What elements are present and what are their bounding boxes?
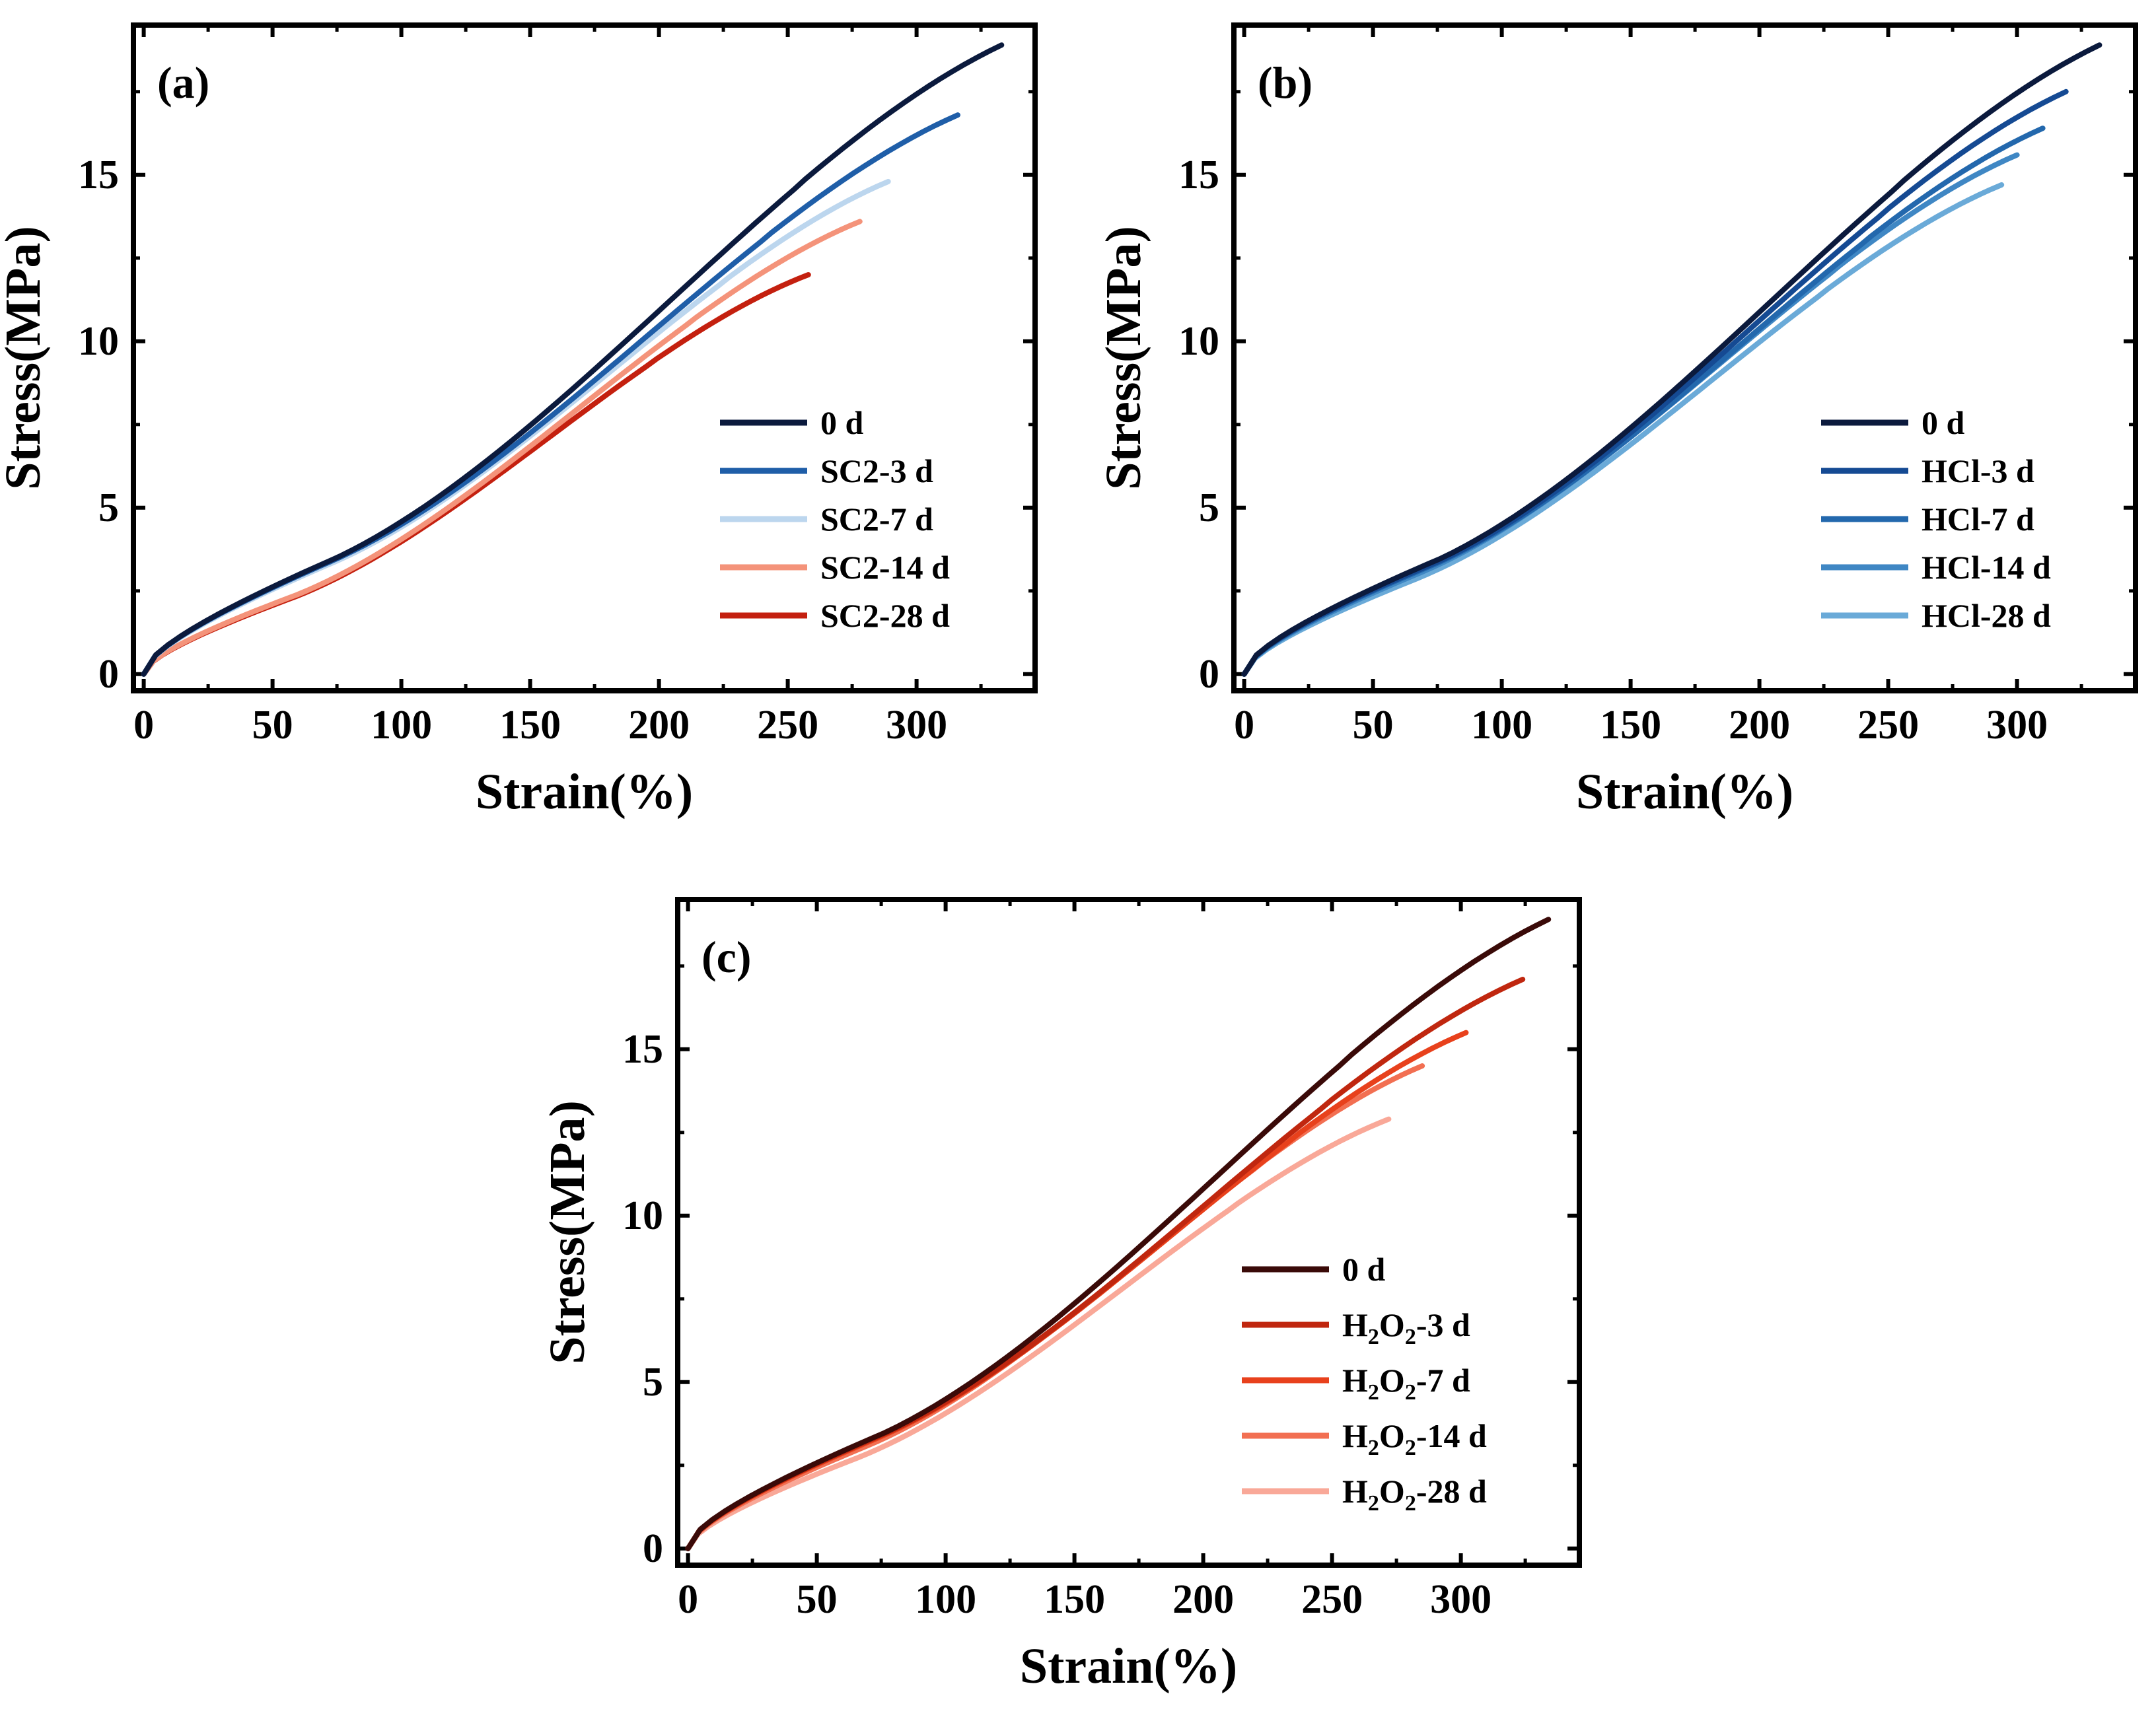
x-axis-title: Strain(%) — [1576, 764, 1793, 820]
series-group — [1241, 42, 2102, 677]
legend: 0 d SC2-3 d SC2-7 d SC2-14 d SC2-28 d — [720, 404, 950, 634]
x-tick-label: 100 — [371, 703, 432, 748]
legend-label-sc2-7-d: SC2-7 d — [820, 501, 933, 538]
x-tick-label: 250 — [1301, 1577, 1363, 1622]
x-tick-label: 200 — [1172, 1577, 1234, 1622]
x-tick-label: 200 — [1729, 703, 1790, 748]
legend-label-hcl-3-d: HCl-3 d — [1922, 452, 2034, 489]
y-axis-title: Stress(MPa) — [1096, 226, 1151, 490]
x-tick-label: 250 — [1857, 703, 1919, 748]
legend-label-0-d: 0 d — [1922, 404, 1965, 441]
plot-frame — [675, 897, 1582, 1568]
panel-a: 0 50 100 150 200 250 300 0 5 10 15 Strain(%) Stress(… — [0, 22, 1038, 820]
series-line-0-d — [141, 42, 1005, 677]
y-tick-label: 15 — [1178, 153, 1219, 197]
legend-label-h2o2-28-d: H2O2-28 d — [1342, 1473, 1487, 1516]
x-tick-label: 0 — [1234, 703, 1254, 748]
y-tick-label: 10 — [1178, 319, 1219, 364]
x-tick-label: 150 — [1600, 703, 1661, 748]
y-tick-label: 15 — [78, 153, 119, 197]
legend-label-sc2-28-d: SC2-28 d — [820, 597, 950, 634]
series-line-sc2-14-d — [141, 219, 863, 677]
x-tick-label: 50 — [797, 1577, 838, 1622]
x-tick-label: 300 — [886, 703, 947, 748]
y-tick-label: 15 — [622, 1027, 663, 1072]
legend: 0 d HCl-3 d HCl-7 d HCl-14 d HCl-28 d — [1821, 404, 2051, 634]
y-tick-label: 5 — [98, 485, 119, 530]
y-tick-label: 0 — [643, 1526, 663, 1571]
legend-label-0-d: 0 d — [1342, 1251, 1386, 1288]
series-group — [141, 42, 1005, 677]
legend-label-0-d: 0 d — [820, 404, 864, 441]
series-line-0-d — [685, 917, 1552, 1551]
series-line-hcl-28-d — [1241, 182, 2005, 677]
y-tick-label: 5 — [643, 1360, 663, 1405]
x-tick-label: 0 — [678, 1577, 698, 1622]
legend-label-hcl-7-d: HCl-7 d — [1922, 501, 2034, 538]
x-tick-label: 100 — [1471, 703, 1532, 748]
x-tick-label: 50 — [1353, 703, 1394, 748]
y-tick-label: 10 — [78, 319, 119, 364]
legend: 0 d H2O2-3 d H2O2-7 d H2O2-14 d H2O2-28 d — [1242, 1251, 1487, 1516]
legend-label-h2o2-7-d: H2O2-7 d — [1342, 1362, 1470, 1405]
legend-label-hcl-28-d: HCl-28 d — [1922, 597, 2051, 634]
series-line-0-d — [1241, 42, 2102, 677]
plot-frame — [1231, 22, 2138, 693]
legend-label-hcl-14-d: HCl-14 d — [1922, 549, 2051, 586]
legend-label-sc2-3-d: SC2-3 d — [820, 452, 933, 489]
x-tick-label: 100 — [915, 1577, 976, 1622]
x-tick-label: 200 — [628, 703, 690, 748]
legend-label-h2o2-14-d: H2O2-14 d — [1342, 1417, 1487, 1460]
panel-label: (a) — [157, 57, 209, 108]
x-tick-label: 300 — [1430, 1577, 1491, 1622]
y-axis-title: Stress(MPa) — [540, 1100, 595, 1364]
panel-label: (c) — [701, 932, 751, 982]
legend-label-h2o2-3-d: H2O2-3 d — [1342, 1306, 1470, 1349]
series-group — [685, 917, 1552, 1551]
panel-c: 0 50 100 150 200 250 300 0 5 10 15 Strain(%) Stress(… — [540, 897, 1582, 1694]
x-tick-label: 250 — [757, 703, 818, 748]
series-line-h2o2-28-d — [685, 1116, 1392, 1551]
y-tick-label: 0 — [1199, 652, 1219, 697]
x-tick-label: 50 — [252, 703, 293, 748]
x-tick-label: 150 — [499, 703, 561, 748]
y-axis-title: Stress(MPa) — [0, 226, 51, 490]
y-tick-label: 5 — [1199, 485, 1219, 530]
panel-b: 0 50 100 150 200 250 300 0 5 10 15 Strain(%) Stress(… — [1096, 22, 2138, 820]
x-axis-title: Strain(%) — [476, 764, 693, 820]
y-tick-label: 10 — [622, 1193, 663, 1238]
x-tick-label: 0 — [133, 703, 154, 748]
y-tick-label: 0 — [98, 652, 119, 697]
legend-label-sc2-14-d: SC2-14 d — [820, 549, 950, 586]
x-tick-label: 150 — [1044, 1577, 1105, 1622]
plot-frame — [131, 22, 1038, 693]
x-tick-label: 300 — [1986, 703, 2048, 748]
x-axis-title: Strain(%) — [1020, 1638, 1237, 1694]
panel-label: (b) — [1258, 57, 1312, 108]
